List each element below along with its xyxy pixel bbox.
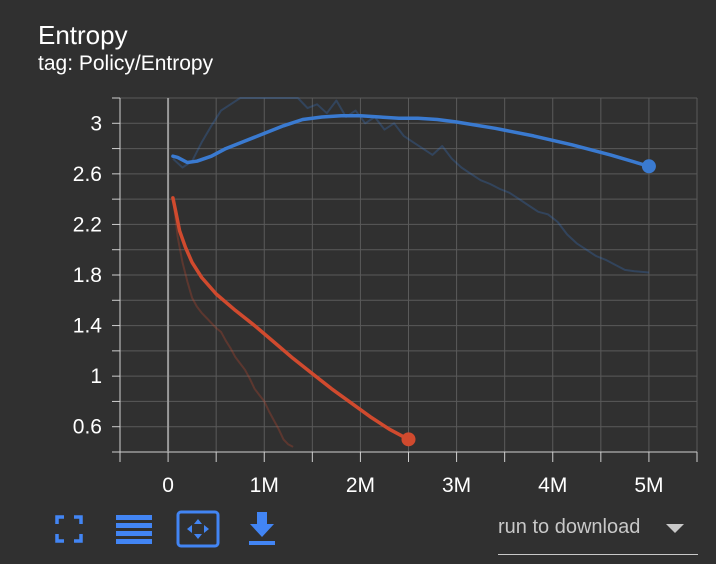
series-line-0 (171, 113, 651, 169)
fullscreen-icon (55, 515, 83, 543)
raw-series-layer (171, 97, 649, 448)
grid-layer (119, 97, 698, 453)
data-table-button[interactable] (114, 512, 154, 546)
fit-domain-button[interactable] (176, 510, 220, 548)
y-tick-label: 2.6 (73, 163, 102, 186)
run-to-download-select[interactable]: run to download (498, 512, 698, 555)
download-icon (249, 512, 275, 545)
fullscreen-button[interactable] (54, 514, 84, 544)
x-tick-label: 5M (634, 474, 663, 497)
y-tick-label: 2.2 (73, 213, 102, 236)
y-tick-label: 0.6 (73, 416, 102, 439)
chart-subtitle: tag: Policy/Entropy (38, 52, 214, 75)
x-tick-label: 1M (250, 474, 279, 497)
tick-label-layer: 0 1M 2M 3M 4M 5M 0.6 1 1.4 1.8 2.2 2.6 3 (73, 112, 664, 497)
data-table-icon (116, 515, 152, 544)
chart-title: Entropy (38, 20, 128, 50)
x-tick-label: 0 (162, 474, 174, 497)
series-end-point-0 (641, 159, 656, 174)
series-line-1 (171, 196, 411, 442)
x-tick-label: 3M (442, 474, 471, 497)
raw-series-line-1 (171, 196, 294, 448)
chevron-down-icon (666, 524, 684, 533)
axis-layer (112, 97, 698, 462)
fit-domain-icon (176, 510, 220, 548)
series-end-point-1 (401, 432, 416, 447)
run-to-download-label: run to download (498, 516, 641, 538)
y-tick-label: 3 (90, 112, 102, 135)
y-tick-label: 1.8 (73, 264, 102, 287)
download-button[interactable] (246, 510, 278, 548)
x-tick-label: 4M (538, 474, 567, 497)
y-tick-label: 1.4 (73, 315, 103, 338)
y-tick-label: 1 (90, 365, 102, 388)
smoothed-series-layer (171, 113, 656, 447)
line-chart: 0 1M 2M 3M 4M 5M 0.6 1 1.4 1.8 2.2 2.6 3 (73, 97, 698, 497)
x-tick-label: 2M (346, 474, 375, 497)
raw-series-line-0 (172, 97, 649, 274)
